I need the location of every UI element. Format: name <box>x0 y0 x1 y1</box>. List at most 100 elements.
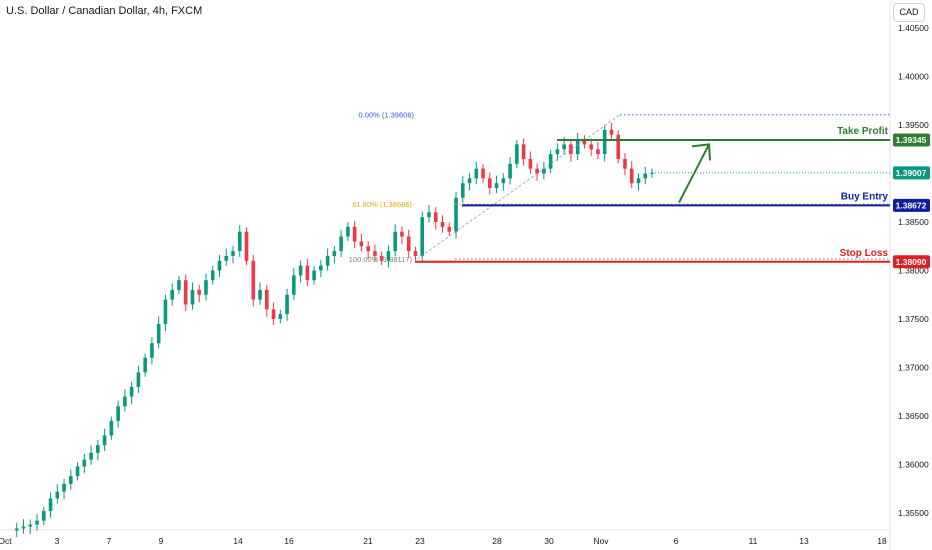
candle-body <box>210 270 215 281</box>
y-tick-label: 1.39500 <box>898 120 929 130</box>
y-tick-label: 1.40000 <box>898 72 929 82</box>
candle-body <box>508 163 512 179</box>
candle-body <box>413 251 418 256</box>
x-tick-label: 28 <box>492 536 502 546</box>
candle-body <box>650 172 654 174</box>
candle-body <box>433 212 438 222</box>
candle-body <box>379 255 384 261</box>
candle-body <box>474 168 479 179</box>
candle-body <box>373 251 377 256</box>
y-tick-label: 1.38500 <box>898 217 929 227</box>
candle-body <box>265 289 269 310</box>
candle-body <box>305 265 310 281</box>
price-tag-label: 1.38672 <box>896 200 927 210</box>
x-tick-label: 21 <box>363 536 373 546</box>
candle-body <box>616 134 621 159</box>
x-tick-label: 6 <box>674 536 679 546</box>
candle-body <box>569 144 573 155</box>
candle-body <box>501 178 506 184</box>
candle-body <box>163 299 168 324</box>
candle-body <box>494 183 499 189</box>
candle-body <box>636 178 641 184</box>
candle-body <box>69 476 73 484</box>
candle-body <box>481 168 485 179</box>
candle-body <box>589 144 593 150</box>
candle-body <box>150 343 154 358</box>
price-tag-stop-loss <box>893 255 930 269</box>
candle-body <box>102 435 107 446</box>
candle-body <box>596 149 600 155</box>
candle-body <box>386 251 391 261</box>
y-tick-label: 1.38000 <box>898 266 929 276</box>
candle-body <box>623 158 627 169</box>
candle-body <box>21 526 26 529</box>
candle-body <box>325 255 330 266</box>
x-tick-label: 23 <box>415 536 425 546</box>
candle-body <box>177 280 181 290</box>
candle-body <box>555 149 560 155</box>
fib-trend-line <box>416 114 621 260</box>
candle-body <box>488 178 492 189</box>
candle-body <box>285 294 289 315</box>
candle-body <box>109 420 114 436</box>
y-tick-label: 1.37500 <box>898 314 929 324</box>
candle-body <box>224 255 229 261</box>
candle-body <box>440 222 445 227</box>
y-tick-label: 1.37000 <box>898 363 929 373</box>
x-tick-label: Nov <box>593 536 609 546</box>
target-arrow-icon <box>678 143 710 204</box>
candle-body <box>271 309 276 319</box>
current-price-label: 1.39007 <box>896 168 927 178</box>
candle-body <box>197 289 202 295</box>
x-tick-label: 16 <box>284 536 294 546</box>
candle-body <box>535 168 539 174</box>
level-label-stop-loss: Stop Loss <box>840 248 889 259</box>
price-tag-take-profit <box>893 133 930 147</box>
price-tag-label: 1.39345 <box>896 135 927 145</box>
candle-body <box>35 520 39 525</box>
x-tick-label: 18 <box>877 536 887 546</box>
y-tick-label: 1.40500 <box>898 23 929 33</box>
candle-body <box>14 528 19 531</box>
candle-body <box>346 226 350 237</box>
candle-body <box>143 357 147 373</box>
candle-body <box>190 289 195 305</box>
fib-level-label: 61.80% (1.38686) <box>352 200 412 209</box>
candle-body <box>116 406 120 421</box>
candle-body <box>89 452 93 460</box>
candle-body <box>75 466 80 477</box>
y-tick-label: 1.36500 <box>898 411 929 421</box>
candle-body <box>183 280 188 305</box>
candle-body <box>237 231 242 252</box>
x-tick-label: 11 <box>749 536 758 546</box>
fib-level-label: 100.00% (1.38117) <box>349 255 413 264</box>
candle-body <box>319 265 323 271</box>
candle-body <box>515 144 519 164</box>
candle-body <box>96 445 100 453</box>
candle-body <box>278 314 283 319</box>
currency-button[interactable]: CAD <box>893 3 925 22</box>
candle-body <box>562 144 566 150</box>
candle-body <box>156 323 161 344</box>
candle-body <box>48 498 53 512</box>
x-tick-label: 14 <box>233 536 243 546</box>
level-label-buy-entry: Buy Entry <box>841 191 889 202</box>
candle-body <box>251 260 256 300</box>
x-tick-label: 9 <box>159 536 164 546</box>
candle-body <box>366 246 370 252</box>
candle-body <box>467 178 472 184</box>
candle-body <box>393 231 397 252</box>
candle-body <box>312 270 316 281</box>
candle-body <box>28 524 33 527</box>
candle-body <box>521 144 526 159</box>
candle-body <box>217 260 222 271</box>
level-label-take-profit: Take Profit <box>837 126 889 137</box>
candle-body <box>528 158 533 169</box>
candle-body <box>454 197 458 232</box>
price-tag-buy-entry <box>893 198 930 212</box>
y-tick-label: 1.35500 <box>898 508 929 518</box>
candle-body <box>62 483 66 492</box>
candle-body <box>204 280 208 295</box>
candle-body <box>542 168 546 174</box>
